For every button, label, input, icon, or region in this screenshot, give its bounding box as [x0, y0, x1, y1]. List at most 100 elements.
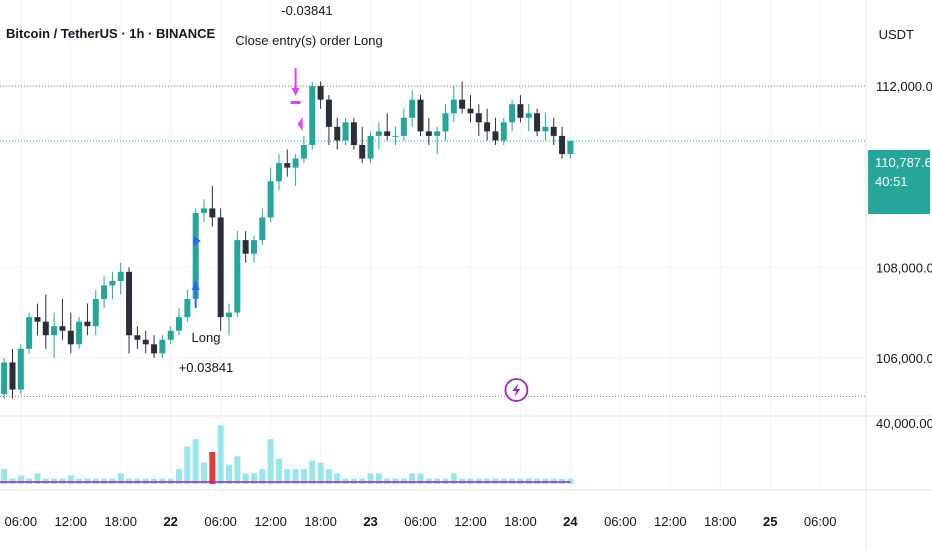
candle-up: [76, 321, 83, 345]
volume-bar: [284, 469, 291, 484]
candle-up: [159, 339, 166, 354]
candle-up: [250, 240, 257, 254]
long-pnl-label: +0.03841: [178, 360, 234, 375]
volume-bar: [217, 425, 224, 484]
candle-down: [467, 108, 474, 114]
candle-up: [367, 135, 374, 159]
candle-down: [209, 208, 216, 218]
volume-bar: [409, 473, 416, 484]
time-tick-label: 18:00: [704, 514, 737, 529]
axes: 112,000.00 108,000.00 106,000.00 40,000.00 0…: [5, 79, 932, 529]
time-tick-label: 22: [163, 514, 177, 529]
candle-down: [459, 99, 466, 109]
candle-down: [42, 321, 49, 336]
time-tick-label: 12:00: [654, 514, 687, 529]
volume-bar: [67, 475, 74, 484]
time-tick-label: 12:00: [454, 514, 487, 529]
volume-pane: [0, 425, 574, 484]
long-signal-arrow-head: [191, 280, 200, 290]
candle-down: [425, 131, 432, 136]
candle-down: [559, 135, 566, 155]
candle-up: [117, 271, 124, 281]
candle-up: [292, 158, 299, 168]
candle-up: [375, 131, 382, 136]
close-pnl-label: -0.03841: [281, 3, 333, 18]
candle-up: [176, 317, 183, 331]
candle-up: [392, 135, 399, 137]
candle-up: [275, 163, 282, 182]
time-tick-label: 25: [763, 514, 777, 529]
alert-bolt: [512, 383, 521, 397]
candle-down: [417, 99, 424, 132]
candle-down: [550, 126, 557, 136]
candle-up: [509, 104, 516, 123]
candle-down: [350, 122, 357, 145]
volume-bar: [17, 475, 24, 484]
volume-bar: [367, 473, 374, 484]
close-entry-label: Close entry(s) order Long: [235, 33, 383, 48]
candle-up: [525, 113, 532, 118]
time-tick-label: 18:00: [304, 514, 337, 529]
long-label: Long: [191, 330, 221, 345]
volume-bar: [184, 446, 191, 484]
candle-down: [67, 330, 74, 345]
alert-marker: [504, 378, 529, 402]
candle-up: [442, 113, 449, 132]
long-signal-flag: [193, 236, 201, 246]
candle-up: [192, 212, 199, 300]
candle-up: [309, 86, 316, 145]
volume-bar: [300, 469, 307, 484]
bar-countdown: 40:51: [875, 174, 908, 189]
candle-down: [484, 122, 491, 132]
volume-bar: [225, 464, 232, 484]
candle-up: [267, 181, 274, 218]
time-tick-label: 12:00: [254, 514, 287, 529]
candle-down: [492, 131, 499, 141]
candles: [1, 86, 574, 395]
volume-bar: [234, 456, 241, 484]
volume-bar: [317, 462, 324, 484]
candle-up: [234, 240, 241, 313]
candle-up: [92, 299, 99, 327]
candle-up: [342, 122, 349, 141]
price-tick-label: 112,000.00: [876, 79, 932, 94]
time-tick-label: 06:00: [604, 514, 637, 529]
trade-signals: [191, 68, 303, 308]
volume-bar: [309, 460, 316, 484]
candle-down: [134, 335, 141, 340]
volume-bar: [417, 473, 424, 484]
candle-up: [51, 326, 58, 336]
candle-down: [534, 113, 541, 132]
volume-bar: [117, 473, 124, 484]
candle-up: [450, 99, 457, 114]
time-tick-label: 23: [363, 514, 377, 529]
time-tick-label: 06:00: [404, 514, 437, 529]
candle-up: [434, 131, 441, 136]
volume-bar: [1, 469, 8, 484]
candle-up: [201, 208, 208, 213]
lightning-bolt-icon: [504, 378, 529, 402]
time-tick-label: 12:00: [55, 514, 88, 529]
candle-down: [317, 86, 324, 100]
volume-bar: [201, 462, 208, 484]
candle-up: [400, 117, 407, 136]
volume-bar: [267, 439, 274, 484]
price-tick-label: 106,000.00: [876, 351, 932, 366]
close-signal-marker: [290, 101, 301, 104]
candle-up: [500, 122, 507, 141]
candle-down: [359, 144, 366, 159]
volume-axis-label: 40,000.00: [876, 416, 932, 431]
volume-bar: [192, 439, 199, 484]
candle-up: [167, 330, 174, 340]
candle-down: [142, 339, 149, 345]
candle-down: [34, 317, 41, 322]
candle-up: [109, 280, 116, 286]
time-tick-label: 18:00: [104, 514, 137, 529]
last-price-value: 110,787.67: [875, 155, 932, 170]
candle-down: [84, 321, 91, 327]
volume-bar: [259, 469, 266, 484]
time-tick-label: 18:00: [504, 514, 537, 529]
volume-bar: [34, 473, 41, 484]
candle-down: [59, 326, 66, 331]
